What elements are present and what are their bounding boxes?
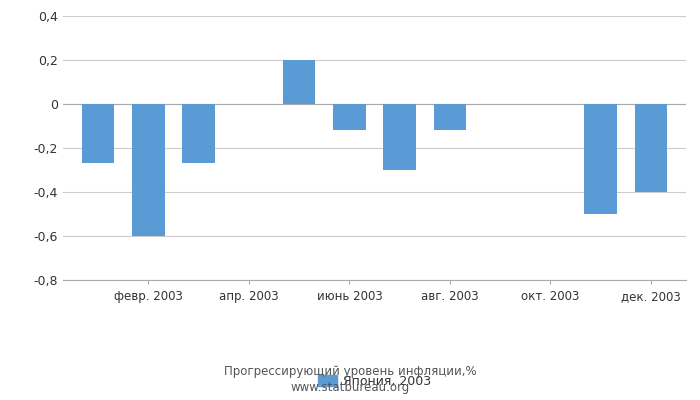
Text: Прогрессирующий уровень инфляции,%: Прогрессирующий уровень инфляции,% [224,366,476,378]
Text: www.statbureau.org: www.statbureau.org [290,382,410,394]
Bar [283,60,316,104]
Bar [182,104,215,163]
Bar [634,104,667,192]
Bar [333,104,365,130]
Bar [584,104,617,214]
Bar [384,104,416,170]
Bar [82,104,115,163]
Bar [433,104,466,130]
Bar [132,104,164,236]
Legend: Япония, 2003: Япония, 2003 [313,370,436,392]
